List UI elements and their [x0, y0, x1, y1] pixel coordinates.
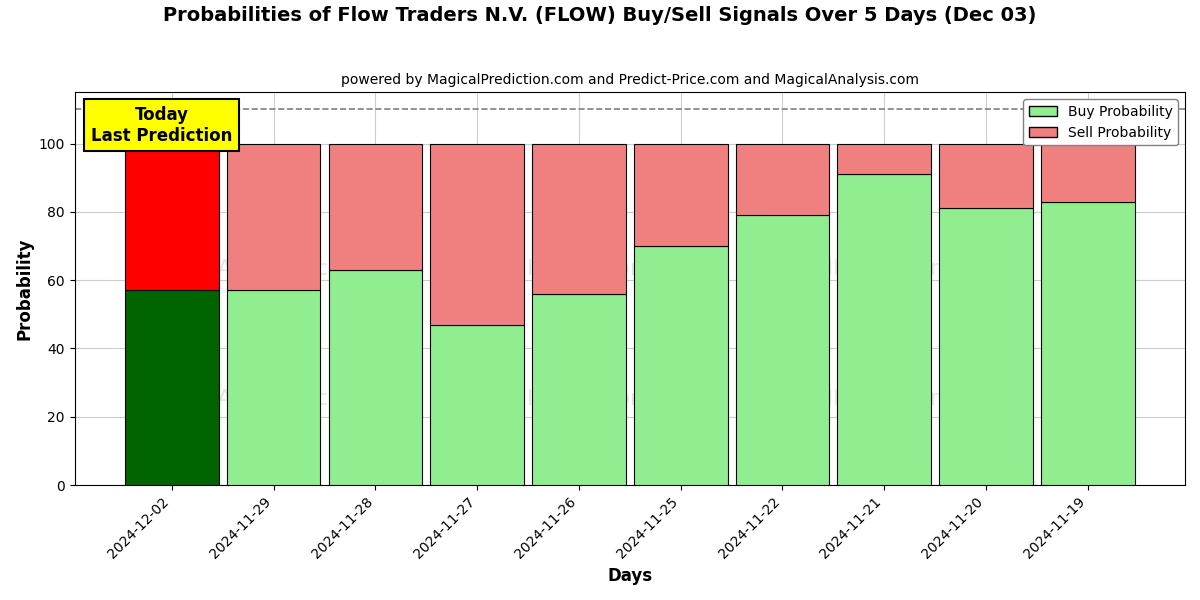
Bar — [634, 246, 727, 485]
Text: calAnalysis.com: calAnalysis.com — [185, 259, 364, 279]
Bar — [532, 143, 625, 294]
Text: MagicalPrediction.com: MagicalPrediction.com — [749, 389, 1000, 409]
Bar — [838, 143, 931, 174]
Text: Today
Last Prediction: Today Last Prediction — [91, 106, 233, 145]
X-axis label: Days: Days — [607, 567, 653, 585]
Y-axis label: Probability: Probability — [16, 238, 34, 340]
Text: Probabilities of Flow Traders N.V. (FLOW) Buy/Sell Signals Over 5 Days (Dec 03): Probabilities of Flow Traders N.V. (FLOW… — [163, 6, 1037, 25]
Text: MagicalPrediction.com: MagicalPrediction.com — [749, 259, 1000, 279]
Bar — [1040, 202, 1134, 485]
Bar — [736, 143, 829, 215]
Bar — [1040, 143, 1134, 202]
Text: calAnalysis.com: calAnalysis.com — [185, 389, 364, 409]
Bar — [634, 143, 727, 246]
Bar — [329, 270, 422, 485]
Bar — [125, 290, 218, 485]
Text: MagicalPrediction.com: MagicalPrediction.com — [449, 389, 700, 409]
Text: MagicalPrediction.com: MagicalPrediction.com — [449, 259, 700, 279]
Legend: Buy Probability, Sell Probability: Buy Probability, Sell Probability — [1024, 99, 1178, 145]
Bar — [227, 143, 320, 290]
Bar — [532, 294, 625, 485]
Bar — [125, 143, 218, 290]
Bar — [431, 325, 524, 485]
Title: powered by MagicalPrediction.com and Predict-Price.com and MagicalAnalysis.com: powered by MagicalPrediction.com and Pre… — [341, 73, 919, 87]
Bar — [329, 143, 422, 270]
Bar — [940, 143, 1033, 208]
Bar — [940, 208, 1033, 485]
Bar — [431, 143, 524, 325]
Bar — [736, 215, 829, 485]
Bar — [227, 290, 320, 485]
Bar — [838, 174, 931, 485]
